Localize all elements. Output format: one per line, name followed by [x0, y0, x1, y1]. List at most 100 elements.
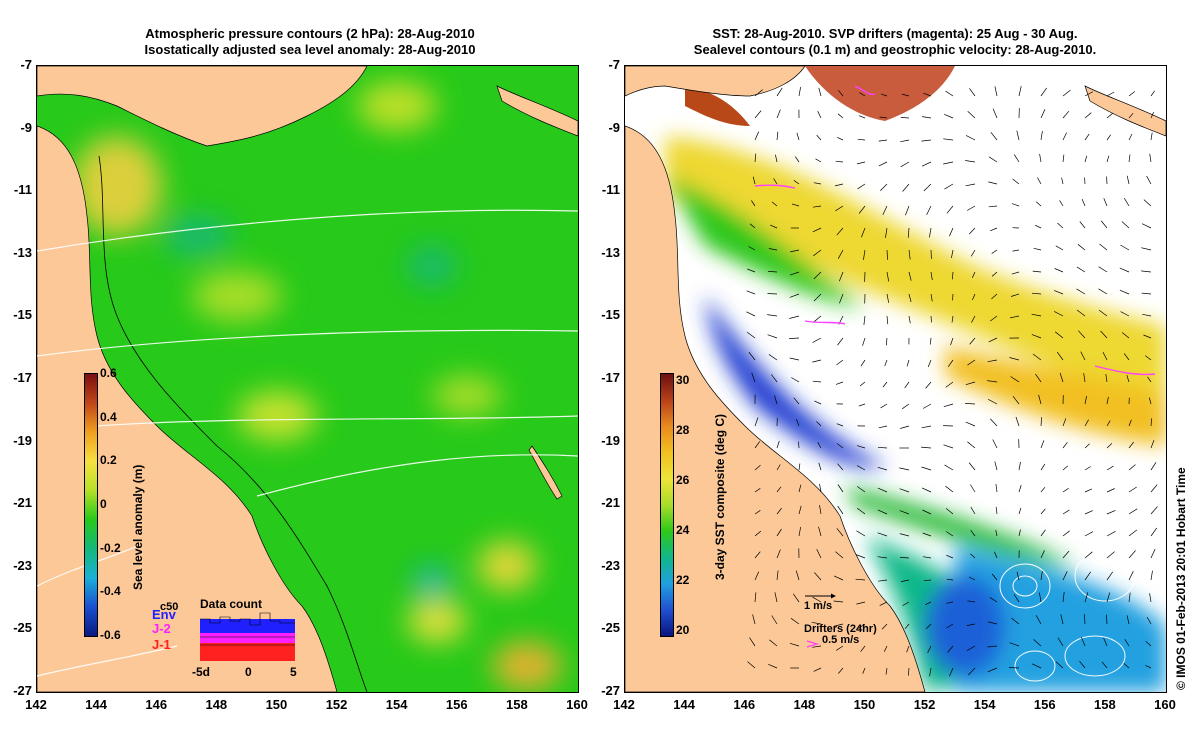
velocity-arrow — [923, 183, 932, 192]
velocity-arrow — [1013, 594, 1020, 603]
velocity-arrow — [947, 645, 954, 653]
velocity-arrow — [1018, 507, 1022, 515]
velocity-arrow — [1141, 247, 1152, 251]
velocity-arrow — [818, 526, 822, 537]
velocity-arrow — [946, 554, 954, 559]
velocity-arrow — [1076, 266, 1086, 273]
velocity-arrow — [970, 529, 976, 537]
velocity-arrow — [1106, 91, 1115, 97]
velocity-arrow — [754, 571, 760, 581]
lon-tick-label: 148 — [205, 697, 228, 712]
lon-tick-label: 148 — [793, 697, 816, 712]
velocity-arrow — [929, 667, 932, 677]
colorbar-tick-label: 0.2 — [100, 453, 117, 468]
lat-tick-label: -25 — [601, 620, 620, 636]
velocity-arrow — [899, 533, 910, 537]
velocity-arrow — [1081, 198, 1086, 207]
velocity-arrow — [1150, 90, 1155, 97]
velocity-arrow — [880, 183, 888, 192]
velocity-arrow — [1039, 153, 1042, 163]
velocity-arrow — [1106, 396, 1109, 405]
velocity-arrow — [836, 423, 844, 427]
velocity-arrow — [856, 486, 866, 493]
velocity-arrow — [774, 592, 778, 603]
velocity-arrow — [1105, 373, 1108, 383]
velocity-arrow — [925, 623, 932, 629]
velocity-arrow — [967, 600, 976, 603]
sealevel-contours — [994, 100, 1136, 682]
velocity-arrow — [1120, 244, 1130, 251]
velocity-arrow — [1150, 439, 1155, 449]
lat-tick-label: -9 — [608, 119, 620, 135]
velocity-arrow — [769, 639, 778, 647]
lon-tick-label: 146 — [733, 697, 756, 712]
lat-tick-label: -15 — [601, 307, 620, 323]
data-count-tick-5: 5 — [290, 665, 297, 679]
velocity-arrow — [886, 293, 890, 303]
lon-tick-label: 146 — [145, 697, 168, 712]
velocity-arrow — [1062, 110, 1070, 119]
colorbar-tick-label: -0.4 — [100, 584, 121, 599]
velocity-arrow — [776, 570, 779, 581]
colorbar-tick-label: -0.6 — [100, 628, 121, 642]
velocity-arrow — [776, 528, 782, 537]
velocity-arrow — [991, 573, 998, 581]
queensland-land — [37, 125, 338, 692]
new-guinea-land — [37, 66, 368, 147]
velocity-arrow — [814, 400, 822, 405]
left-title-line2: Isostatically adjusted sea level anomaly… — [144, 42, 476, 57]
lon-tick-label: 150 — [853, 697, 876, 712]
velocity-arrow — [1128, 550, 1136, 559]
velocity-arrow — [1148, 397, 1152, 405]
velocity-arrow — [1150, 132, 1153, 141]
velocity-arrow — [1059, 200, 1064, 207]
velocity-arrow — [1128, 486, 1137, 493]
velocity-arrow — [789, 357, 800, 361]
velocity-arrow — [1040, 109, 1046, 119]
velocity-arrow — [991, 271, 998, 277]
velocity-arrow — [1126, 175, 1130, 185]
velocity-arrow — [945, 508, 954, 515]
velocity-arrow — [877, 532, 888, 537]
velocity-arrow — [1099, 243, 1108, 251]
velocity-arrow — [988, 398, 998, 405]
velocity-arrow — [776, 87, 783, 97]
velocity-arrow — [798, 505, 802, 515]
velocity-arrow — [970, 249, 976, 257]
velocity-arrow — [747, 661, 756, 669]
velocity-arrow — [1079, 660, 1086, 669]
velocity-arrow — [987, 645, 998, 648]
velocity-arrow — [943, 138, 954, 141]
velocity-arrow — [965, 421, 976, 427]
velocity-arrow — [965, 160, 976, 163]
velocity-arrow — [1128, 91, 1136, 97]
velocity-arrow — [1032, 353, 1042, 361]
velocity-arrow — [923, 579, 932, 582]
velocity-arrow — [878, 579, 888, 582]
velocity-arrow — [1040, 550, 1045, 559]
velocity-arrow — [859, 92, 866, 97]
velocity-arrow — [816, 548, 822, 559]
velocity-arrow — [1128, 464, 1136, 471]
velocity-arrow — [1076, 288, 1086, 295]
colorbar-tick-label: 0.4 — [100, 409, 117, 424]
velocity-arrow — [900, 161, 910, 168]
velocity-arrow — [833, 600, 844, 603]
velocity-arrow — [1106, 443, 1113, 449]
velocity-arrow — [947, 359, 954, 368]
velocity-arrow — [793, 180, 800, 185]
solomon-islands-land — [496, 85, 578, 137]
velocity-arrow — [987, 380, 998, 383]
velocity-arrow — [883, 645, 888, 652]
velocity-arrow — [1056, 351, 1064, 361]
velocity-arrow — [1084, 419, 1089, 427]
velocity-arrow — [930, 271, 933, 281]
velocity-arrow — [776, 507, 782, 515]
lon-tick-label: 160 — [566, 697, 588, 712]
lat-tick-label: -13 — [13, 244, 32, 260]
sst-colorbar — [660, 373, 674, 637]
velocity-arrow — [1031, 313, 1042, 317]
velocity-arrow — [754, 110, 762, 119]
velocity-arrow — [1128, 441, 1134, 449]
velocity-arrow — [966, 645, 976, 651]
